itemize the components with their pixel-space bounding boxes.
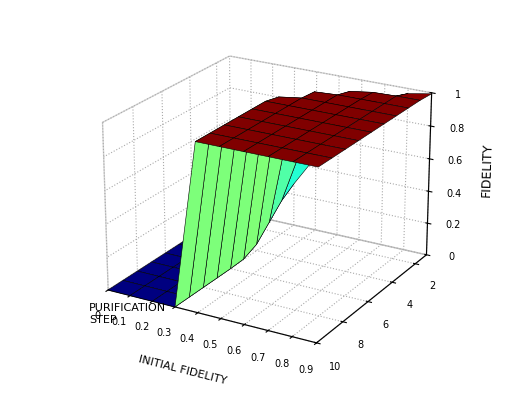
X-axis label: INITIAL FIDELITY: INITIAL FIDELITY xyxy=(138,354,228,386)
Text: PURIFICATION
STEP: PURIFICATION STEP xyxy=(89,303,166,324)
